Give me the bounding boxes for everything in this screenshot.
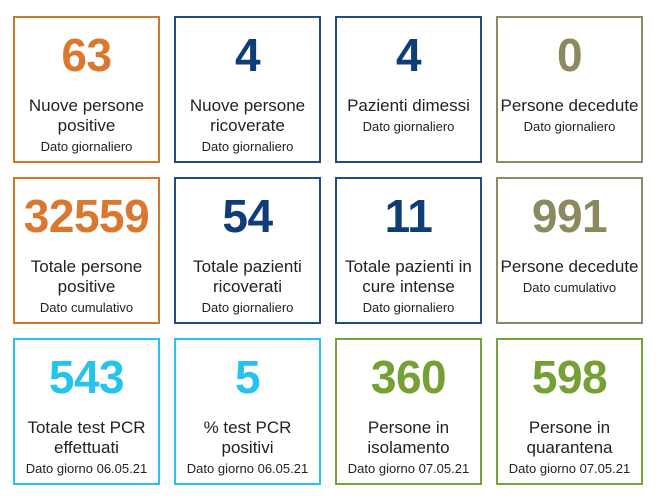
stat-label: Totale pazienti ricoverati [193, 257, 302, 296]
stat-subtitle: Dato giorno 06.05.21 [25, 461, 148, 476]
stat-card-isolation: 360 Persone in isolamento Dato giorno 07… [335, 338, 482, 485]
stat-value: 991 [531, 190, 608, 242]
stat-subtitle: Dato cumulativo [522, 280, 617, 295]
stat-subtitle: Dato cumulativo [39, 300, 134, 315]
stat-subtitle: Dato giornaliero [362, 119, 455, 134]
stat-value: 4 [234, 29, 261, 81]
stat-label: % test PCR positivi [203, 418, 292, 457]
stat-subtitle: Dato giorno 07.05.21 [347, 461, 470, 476]
stats-grid: 63 Nuove persone positive Dato giornalie… [13, 16, 643, 485]
stat-card-total-hospitalized: 54 Totale pazienti ricoverati Dato giorn… [174, 177, 321, 324]
stat-subtitle: Dato giornaliero [362, 300, 455, 315]
stat-label: Totale persone positive [30, 257, 143, 296]
stat-card-deceased-daily: 0 Persone decedute Dato giornaliero [496, 16, 643, 163]
stat-value: 543 [48, 351, 125, 403]
stat-value: 4 [395, 29, 422, 81]
stat-subtitle: Dato giorno 07.05.21 [508, 461, 631, 476]
stat-subtitle: Dato giornaliero [523, 119, 616, 134]
stat-card-pcr-positive-rate: 5 % test PCR positivi Dato giorno 06.05.… [174, 338, 321, 485]
stat-label: Persone decedute [500, 257, 639, 276]
stat-card-deceased-cumulative: 991 Persone decedute Dato cumulativo [496, 177, 643, 324]
stat-value: 63 [61, 29, 112, 81]
stat-card-total-positive: 32559 Totale persone positive Dato cumul… [13, 177, 160, 324]
stat-label: Nuove persone ricoverate [189, 96, 306, 135]
stat-card-new-positive: 63 Nuove persone positive Dato giornalie… [13, 16, 160, 163]
stat-subtitle: Dato giornaliero [201, 300, 294, 315]
stat-card-intensive-care: 11 Totale pazienti in cure intense Dato … [335, 177, 482, 324]
stat-value: 54 [222, 190, 273, 242]
stat-label: Persone in isolamento [367, 418, 450, 457]
stat-label: Nuove persone positive [28, 96, 145, 135]
stat-card-pcr-tests: 543 Totale test PCR effettuati Dato gior… [13, 338, 160, 485]
stat-label: Totale test PCR effettuati [27, 418, 146, 457]
stat-label: Persone decedute [500, 96, 639, 115]
stat-subtitle: Dato giorno 06.05.21 [186, 461, 309, 476]
stat-value: 5 [234, 351, 261, 403]
stat-card-discharged: 4 Pazienti dimessi Dato giornaliero [335, 16, 482, 163]
stat-value: 0 [556, 29, 583, 81]
stat-label: Persone in quarantena [526, 418, 613, 457]
stat-subtitle: Dato giornaliero [201, 139, 294, 154]
stat-subtitle: Dato giornaliero [40, 139, 133, 154]
stat-label: Totale pazienti in cure intense [345, 257, 472, 296]
stat-value: 360 [370, 351, 447, 403]
stat-value: 598 [531, 351, 608, 403]
stat-value: 11 [384, 190, 433, 242]
stat-label: Pazienti dimessi [347, 96, 470, 115]
stat-card-new-hospitalized: 4 Nuove persone ricoverate Dato giornali… [174, 16, 321, 163]
stat-value: 32559 [23, 190, 150, 242]
stat-card-quarantine: 598 Persone in quarantena Dato giorno 07… [496, 338, 643, 485]
